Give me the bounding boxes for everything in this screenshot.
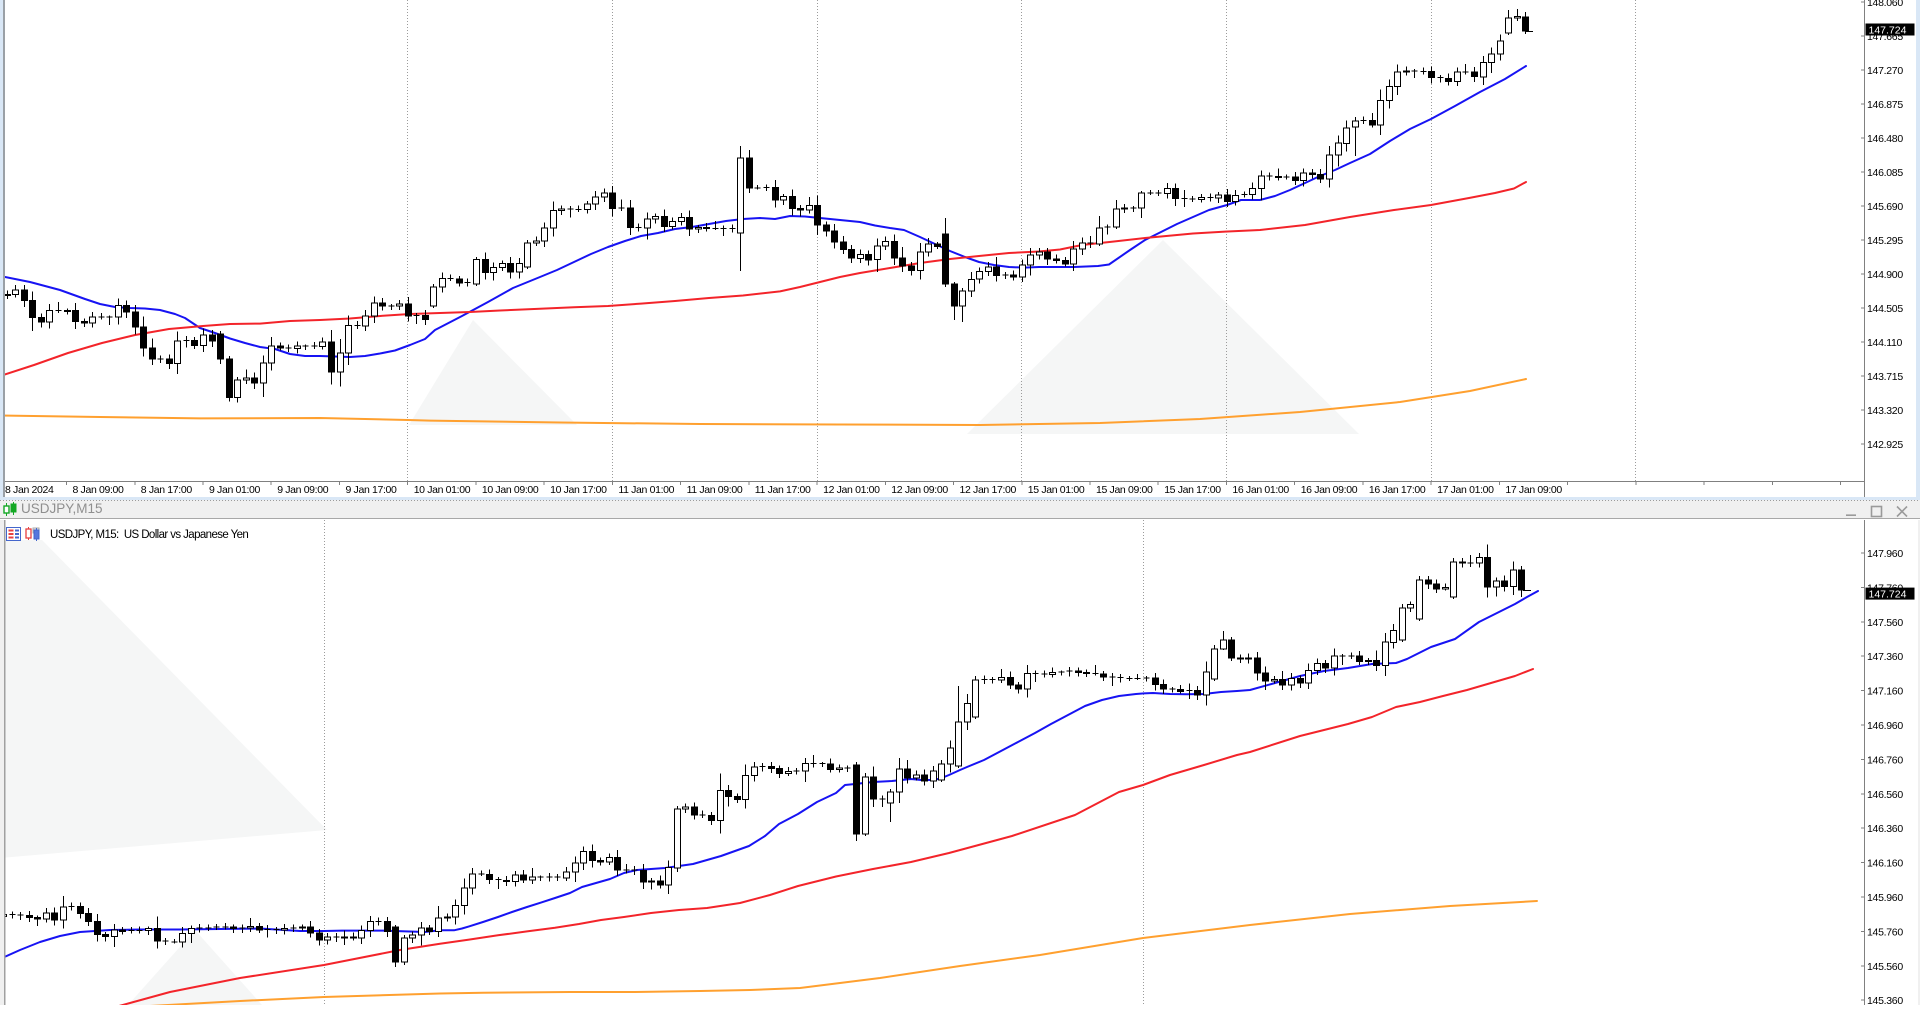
- svg-text:12 Jan 09:00: 12 Jan 09:00: [891, 484, 948, 496]
- svg-text:17 Jan 01:00: 17 Jan 01:00: [1437, 484, 1494, 496]
- svg-text:146.160: 146.160: [1867, 858, 1903, 870]
- svg-text:16 Jan 01:00: 16 Jan 01:00: [1232, 484, 1289, 496]
- svg-text:16 Jan 09:00: 16 Jan 09:00: [1301, 484, 1358, 496]
- svg-text:142.925: 142.925: [1867, 439, 1903, 451]
- svg-text:11 Jan 01:00: 11 Jan 01:00: [618, 484, 674, 496]
- svg-text:11 Jan 17:00: 11 Jan 17:00: [755, 484, 811, 496]
- svg-text:146.560: 146.560: [1867, 789, 1903, 801]
- svg-text:146.480: 146.480: [1867, 133, 1903, 145]
- svg-text:145.760: 145.760: [1867, 926, 1903, 938]
- svg-text:145.560: 145.560: [1867, 961, 1903, 973]
- svg-text:10 Jan 09:00: 10 Jan 09:00: [482, 484, 539, 496]
- svg-text:8 Jan 2024: 8 Jan 2024: [5, 484, 54, 496]
- svg-text:146.760: 146.760: [1867, 754, 1903, 766]
- svg-text:146.085: 146.085: [1867, 167, 1903, 179]
- svg-text:USDJPY,M15: USDJPY,M15: [21, 501, 103, 516]
- svg-text:15 Jan 09:00: 15 Jan 09:00: [1096, 484, 1153, 496]
- svg-text:148.060: 148.060: [1867, 0, 1903, 9]
- svg-text:11 Jan 09:00: 11 Jan 09:00: [687, 484, 743, 496]
- svg-text:147.270: 147.270: [1867, 65, 1903, 77]
- svg-text:8 Jan 09:00: 8 Jan 09:00: [73, 484, 125, 496]
- svg-text:144.110: 144.110: [1867, 337, 1903, 349]
- svg-text:146.875: 146.875: [1867, 99, 1903, 111]
- svg-text:12 Jan 01:00: 12 Jan 01:00: [823, 484, 880, 496]
- svg-text:147.724: 147.724: [1869, 589, 1907, 601]
- svg-text:USDJPY, M15: US Dollar vs Jap: USDJPY, M15: US Dollar vs Japanese Yen: [50, 529, 248, 541]
- svg-text:145.690: 145.690: [1867, 201, 1903, 213]
- svg-text:145.360: 145.360: [1867, 995, 1903, 1005]
- svg-text:147.724: 147.724: [1869, 25, 1907, 37]
- svg-text:9 Jan 01:00: 9 Jan 01:00: [209, 484, 261, 496]
- svg-text:8 Jan 17:00: 8 Jan 17:00: [141, 484, 193, 496]
- svg-text:15 Jan 17:00: 15 Jan 17:00: [1164, 484, 1221, 496]
- svg-text:10 Jan 17:00: 10 Jan 17:00: [550, 484, 607, 496]
- svg-text:147.560: 147.560: [1867, 617, 1903, 629]
- svg-text:146.960: 146.960: [1867, 720, 1903, 732]
- svg-text:147.160: 147.160: [1867, 686, 1903, 698]
- svg-text:9 Jan 17:00: 9 Jan 17:00: [346, 484, 398, 496]
- svg-text:9 Jan 09:00: 9 Jan 09:00: [277, 484, 329, 496]
- svg-text:143.320: 143.320: [1867, 405, 1903, 417]
- svg-text:17 Jan 09:00: 17 Jan 09:00: [1505, 484, 1562, 496]
- svg-text:144.505: 144.505: [1867, 303, 1903, 315]
- svg-text:145.295: 145.295: [1867, 235, 1903, 247]
- svg-text:15 Jan 01:00: 15 Jan 01:00: [1028, 484, 1085, 496]
- svg-text:147.960: 147.960: [1867, 548, 1903, 560]
- svg-text:16 Jan 17:00: 16 Jan 17:00: [1369, 484, 1426, 496]
- svg-text:147.360: 147.360: [1867, 651, 1903, 663]
- svg-text:145.960: 145.960: [1867, 892, 1903, 904]
- svg-text:146.360: 146.360: [1867, 823, 1903, 835]
- svg-text:10 Jan 01:00: 10 Jan 01:00: [414, 484, 471, 496]
- svg-text:143.715: 143.715: [1867, 371, 1903, 383]
- svg-text:144.900: 144.900: [1867, 269, 1903, 281]
- svg-text:12 Jan 17:00: 12 Jan 17:00: [960, 484, 1017, 496]
